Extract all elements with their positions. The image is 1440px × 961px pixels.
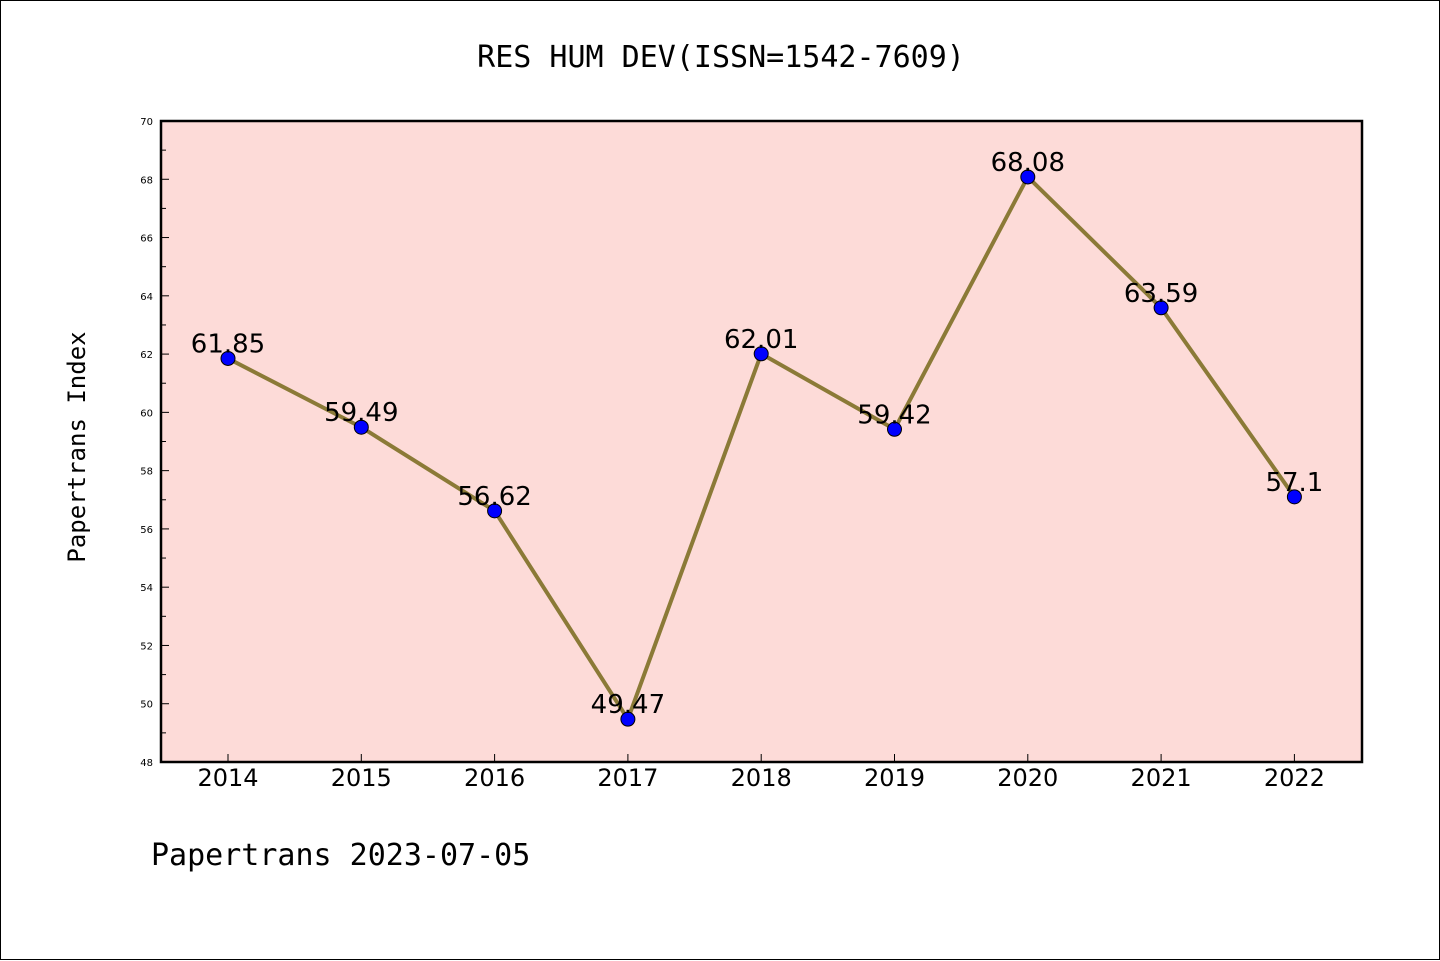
chart-title: RES HUM DEV(ISSN=1542-7609) [477,40,965,75]
y-tick-label: 62 [140,350,153,361]
data-label: 63.59 [1124,279,1198,309]
y-axis-label: Papertrans Index [63,331,91,562]
data-label: 61.85 [191,329,265,359]
data-point [1153,300,1169,316]
data-label: 56.62 [457,482,531,512]
data-point [353,419,369,435]
x-tick-label: 2015 [331,764,392,792]
data-point [620,711,636,727]
data-point [487,503,503,519]
y-tick-label: 52 [140,641,153,652]
y-tick-label: 68 [140,175,153,186]
plot-border [159,119,1364,764]
y-tick-label: 50 [140,700,153,711]
plot-area [161,121,1362,762]
y-tick-label: 54 [140,583,153,594]
x-tick-label: 2017 [597,764,658,792]
x-tick-label: 2021 [1131,764,1192,792]
data-label: 59.49 [324,398,398,428]
data-label: 68.08 [991,148,1065,178]
data-point [753,346,769,362]
data-point [1020,169,1036,185]
y-tick-label: 70 [140,117,153,128]
x-axis-ticks: 2014 2015 2016 2017 2018 2019 2020 2021 2022 [197,754,1325,792]
x-tick-label: 2019 [864,764,925,792]
y-tick-label: 48 [140,758,153,769]
x-tick-label: 2014 [197,764,258,792]
data-label: 59.42 [857,400,931,430]
data-label: 49.47 [591,690,665,720]
data-label: 62.01 [724,325,798,355]
x-tick-label: 2022 [1264,764,1325,792]
data-point [887,421,902,437]
footer-text: Papertrans 2023-07-05 [151,838,530,873]
y-tick-label: 66 [140,234,153,245]
series-markers [220,169,1302,727]
data-label: 57.1 [1265,468,1323,498]
x-tick-label: 2018 [731,764,792,792]
x-tick-label: 2020 [997,764,1058,792]
data-point [220,350,236,366]
y-tick-label: 56 [140,525,153,536]
data-point [1286,489,1302,505]
y-axis-ticks: 48 50 52 54 56 58 60 62 64 66 68 70 [140,117,169,769]
y-tick-label: 64 [140,292,153,303]
y-tick-label: 58 [140,467,153,478]
x-tick-label: 2016 [464,764,525,792]
y-tick-label: 60 [140,408,153,419]
data-labels: 61.85 59.49 56.62 49.47 62.01 59.42 68.08 63.59… [191,148,1324,720]
